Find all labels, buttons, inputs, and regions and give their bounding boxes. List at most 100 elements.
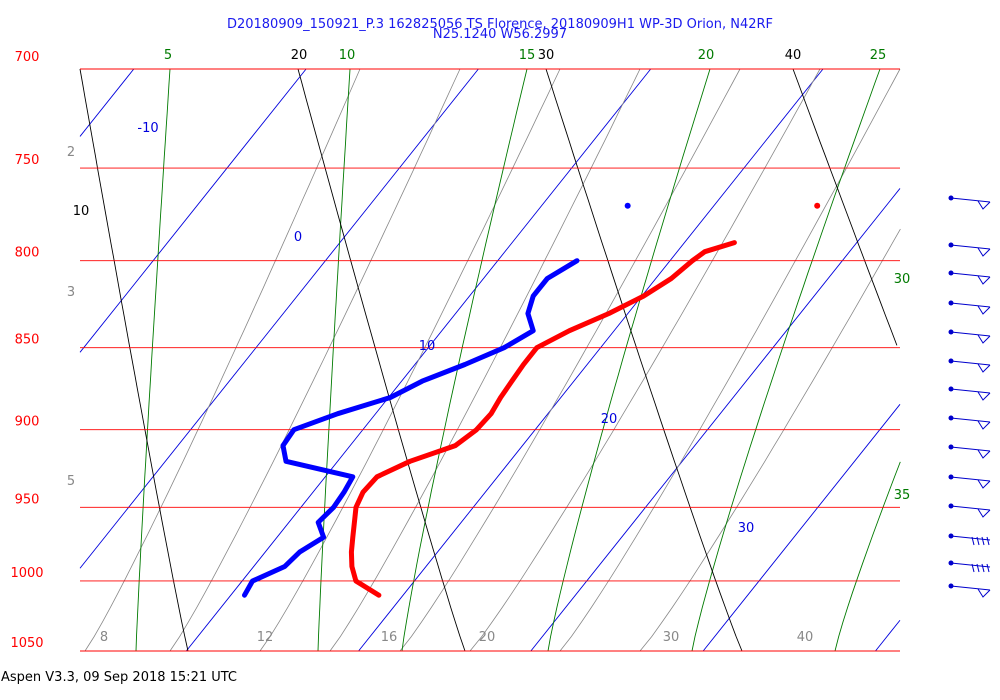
mixing-ratio-label: 5: [67, 474, 75, 489]
isobar-lines: [80, 68, 900, 652]
isotherm-line: [79, 68, 135, 137]
wind-barb-flag: [977, 391, 991, 401]
wind-barb-flag: [977, 363, 991, 373]
wind-barb-flag: [977, 247, 991, 257]
wind-barb-staff: [950, 360, 991, 366]
moist-adiabat-label: 5: [164, 48, 172, 63]
wind-barb-flag: [977, 275, 991, 285]
wind-barb: [948, 444, 991, 459]
isotherm-label: 20: [601, 412, 618, 427]
wind-barb-staff: [950, 535, 991, 541]
isotherm-label: 10: [419, 339, 436, 354]
pressure-tick-label: 750: [15, 153, 40, 168]
moist-adiabat-line: [317, 68, 351, 652]
dry-adiabat-label: 30: [538, 48, 555, 63]
wind-barb: [948, 583, 991, 598]
wind-barb-feather: [976, 563, 980, 573]
mixing-ratio-label: 20: [479, 630, 496, 645]
mixing-ratio-line: [399, 68, 741, 652]
wind-barb-flag: [977, 508, 991, 518]
isotherm-line: [875, 619, 901, 652]
wind-barbs: [948, 195, 991, 598]
mixing-ratio-label: 40: [797, 630, 814, 645]
isotherm-line: [530, 188, 901, 652]
pressure-tick-label: 800: [15, 246, 40, 261]
dry-adiabat-line: [792, 68, 898, 346]
pressure-tick-label: 900: [15, 415, 40, 430]
wind-barb-feather: [971, 563, 975, 573]
mixing-ratio-label: 30: [663, 630, 680, 645]
dry-adiabat-label: 20: [291, 48, 308, 63]
wind-barb-staff: [950, 505, 991, 511]
chart-title: D20180909_150921_P.3 162825056 TS Floren…: [226, 17, 774, 32]
pressure-tick-label: 1050: [10, 636, 43, 651]
mixing-ratio-line: [469, 68, 821, 652]
mixing-ratio-line: [329, 68, 641, 652]
wind-barb-feather: [971, 536, 975, 546]
wind-barb: [948, 300, 991, 315]
pressure-tick-label: 1000: [10, 566, 43, 581]
pressure-tick-label: 700: [15, 50, 40, 65]
wind-barb: [948, 270, 991, 285]
pressure-tick-label: 850: [15, 333, 40, 348]
isotherm-line: [79, 68, 307, 353]
wind-barb-staff: [950, 272, 991, 278]
moist-adiabat-lines: [135, 68, 901, 652]
wind-barb-staff: [950, 562, 991, 568]
sounding-profiles: [242, 202, 821, 598]
isotherm-label: 30: [738, 521, 755, 536]
dry-adiabat-line: [297, 68, 466, 652]
pressure-tick-labels: 700 750 800 850 900 950 1000 1050: [10, 50, 43, 651]
wind-barb-flag: [977, 588, 991, 598]
wind-barb-staff: [950, 446, 991, 452]
wind-barb-staff: [950, 331, 991, 337]
wind-barb-flag: [977, 449, 991, 459]
dry-adiabat-label: 40: [785, 48, 802, 63]
wind-barb: [948, 242, 991, 257]
mixing-ratio-line: [559, 68, 901, 652]
moist-adiabat-label: 30: [894, 272, 911, 287]
wind-barb-flag: [977, 420, 991, 430]
wind-barb-feather: [981, 536, 985, 546]
wind-barb-feather: [976, 536, 980, 546]
moist-adiabat-line: [547, 68, 711, 652]
wind-barb: [948, 560, 991, 573]
pressure-tick-label: 950: [15, 492, 40, 507]
mixing-ratio-line: [259, 68, 561, 652]
wind-barb-staff: [950, 417, 991, 423]
wind-barb-flag: [977, 305, 991, 315]
wind-barb-feather: [986, 563, 990, 573]
moist-adiabat-label: 20: [698, 48, 715, 63]
wind-barb-staff: [950, 388, 991, 394]
isotherm-label: 0: [294, 230, 302, 245]
wind-barb: [948, 386, 991, 401]
mixing-ratio-lines: [84, 68, 901, 652]
mixing-ratio-line: [169, 68, 461, 652]
moist-adiabat-label: 15: [519, 48, 536, 63]
wind-barb: [948, 533, 991, 546]
wind-barb-staff: [950, 197, 991, 203]
isotherm-label: -10: [137, 121, 158, 136]
dry-adiabat-lines: [79, 68, 898, 652]
moist-adiabat-line: [691, 68, 881, 652]
wind-barb: [948, 358, 991, 373]
dewpoint-profile-line: [242, 258, 580, 598]
chart-subtitle: N25.1240 W56.2997: [432, 27, 568, 42]
temperature-profile-line: [348, 240, 737, 598]
mixing-ratio-label: 12: [257, 630, 274, 645]
wind-barb: [948, 329, 991, 344]
footer-text: Aspen V3.3, 09 Sep 2018 15:21 UTC: [1, 670, 238, 685]
wind-barb: [948, 415, 991, 430]
moist-adiabat-label: 10: [339, 48, 356, 63]
wind-barb-staff: [950, 244, 991, 250]
isotherm-line: [79, 68, 479, 569]
moist-adiabat-label: 25: [870, 48, 887, 63]
wind-barb-staff: [950, 585, 991, 591]
dry-adiabat-line: [545, 68, 743, 652]
dry-adiabat-line: [79, 68, 189, 652]
mixing-ratio-label: 8: [100, 630, 108, 645]
wind-barb-flag: [977, 200, 991, 210]
mixing-ratio-line: [639, 228, 901, 652]
